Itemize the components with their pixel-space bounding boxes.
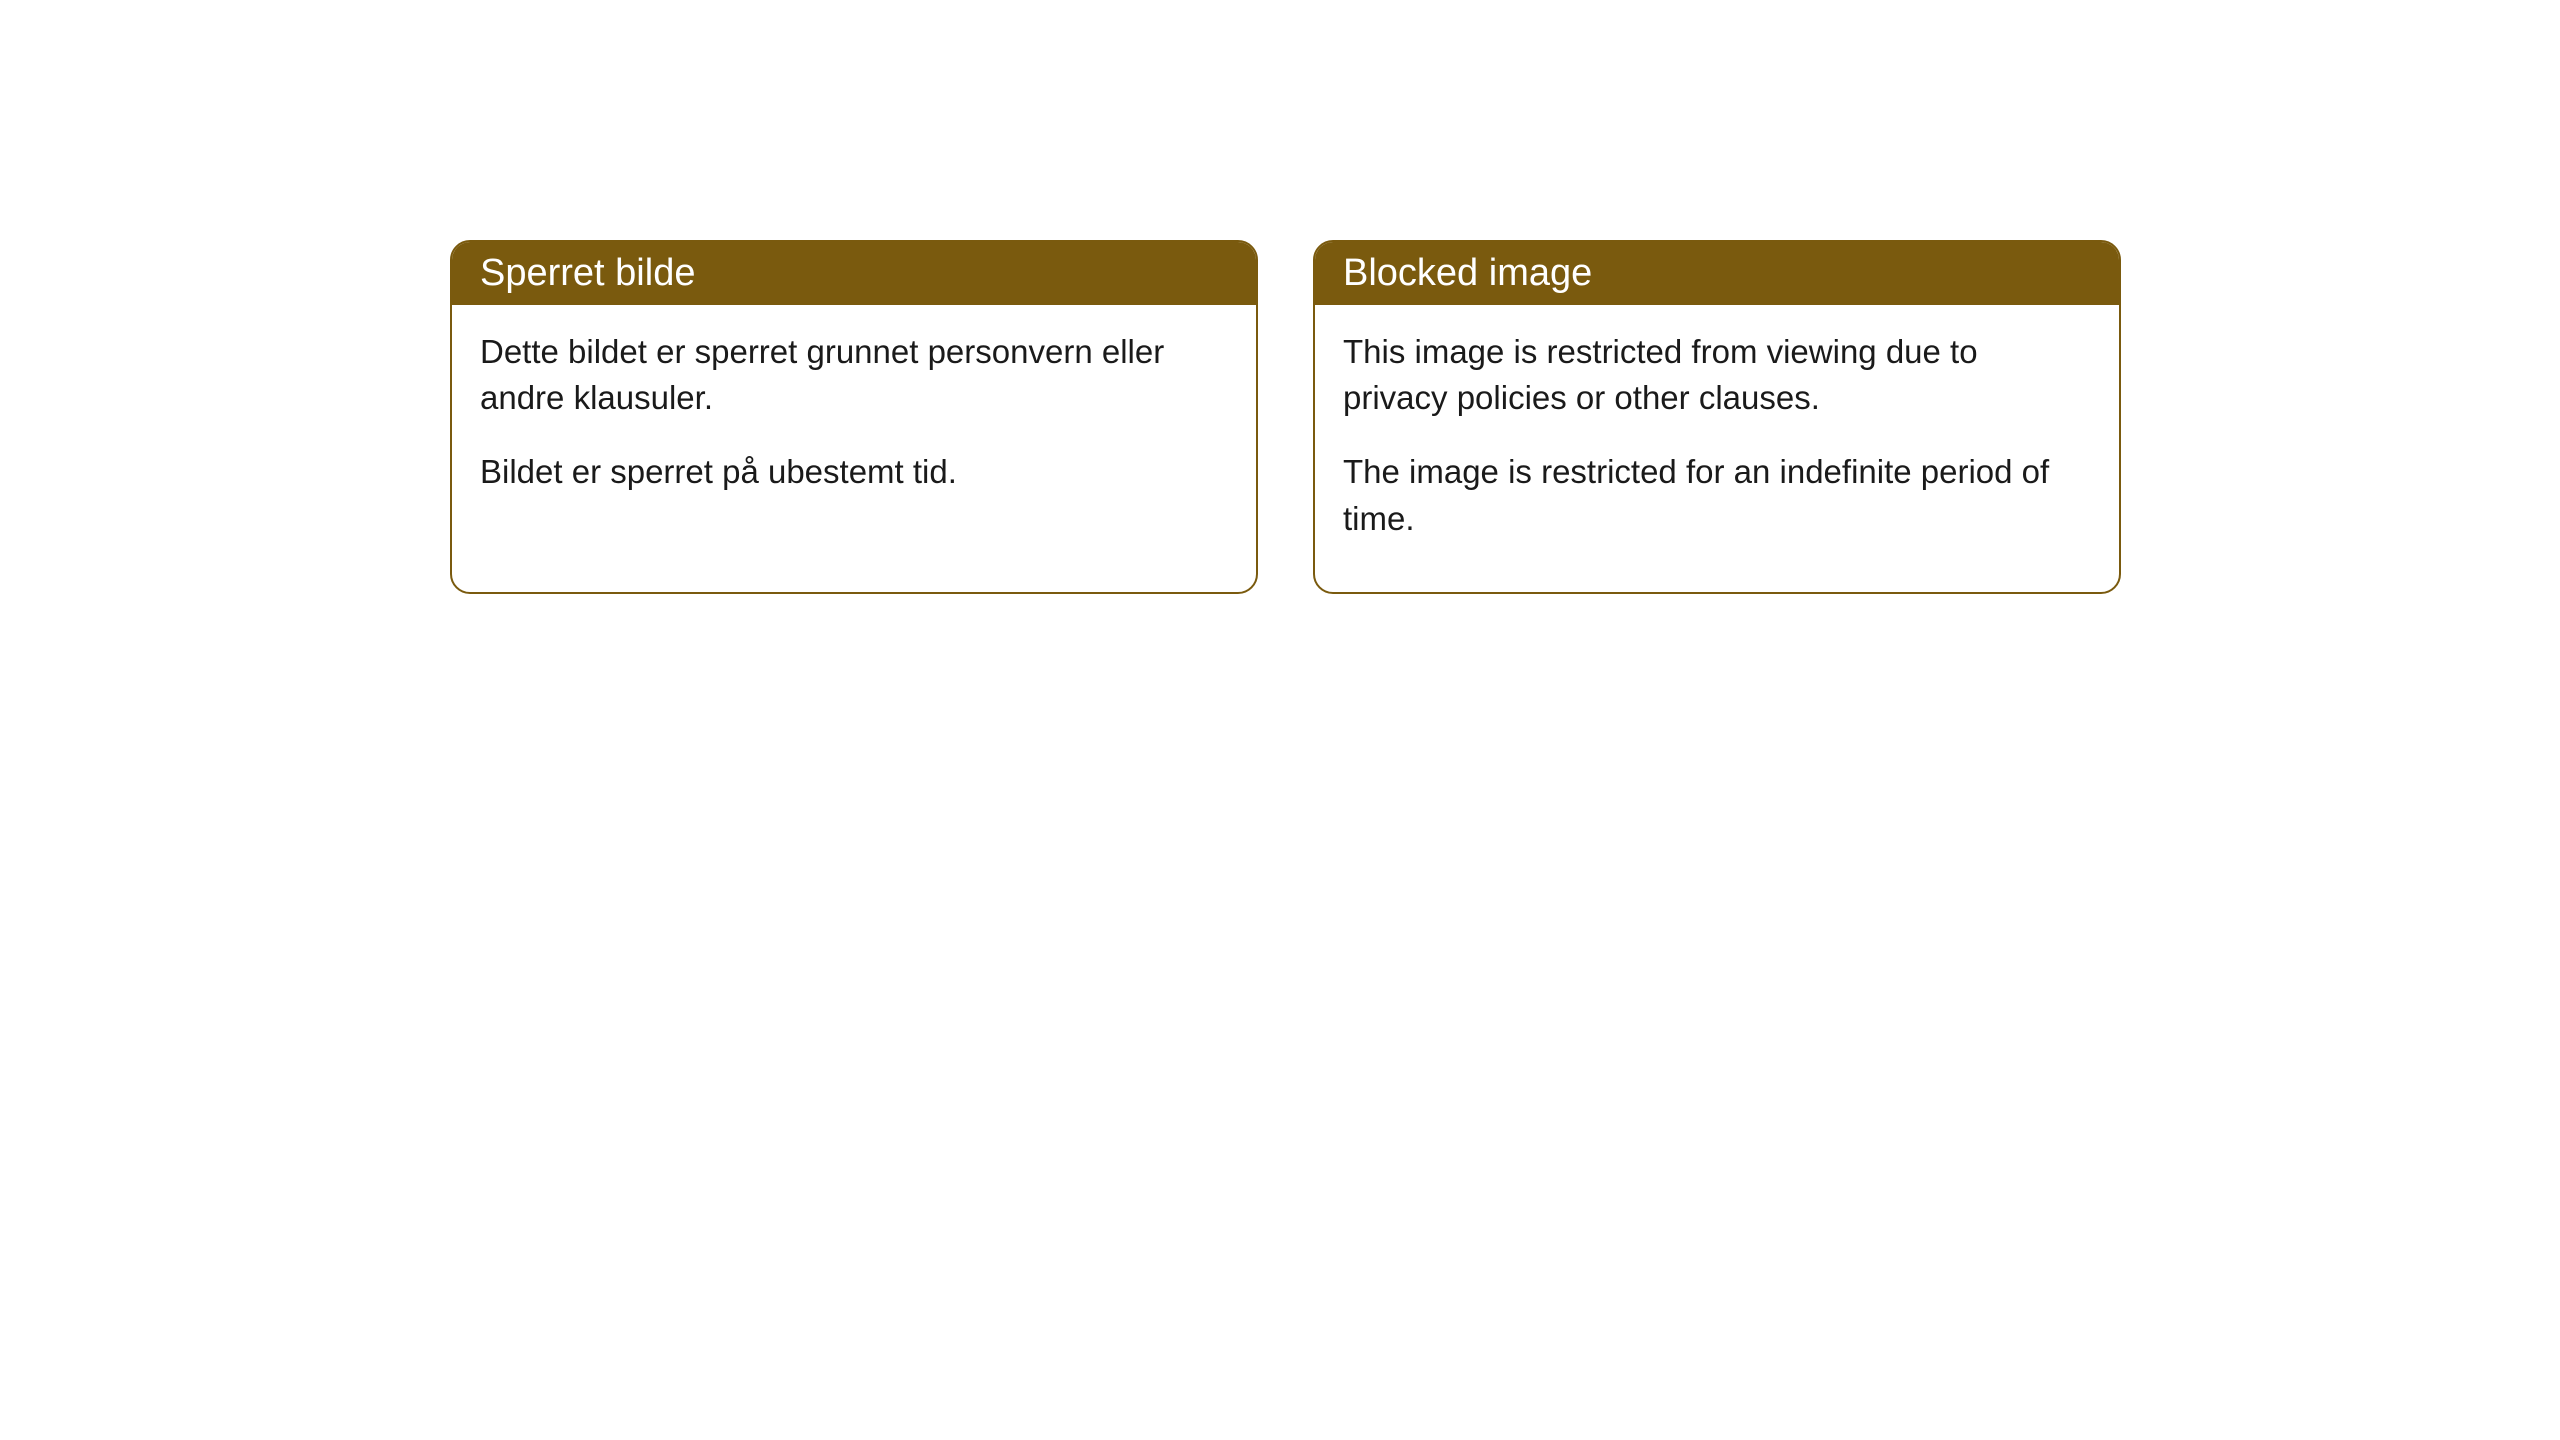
notice-body: Dette bildet er sperret grunnet personve… [452, 305, 1256, 546]
notice-card-english: Blocked image This image is restricted f… [1313, 240, 2121, 594]
notice-paragraph-1: This image is restricted from viewing du… [1343, 329, 2091, 421]
notice-paragraph-2: Bildet er sperret på ubestemt tid. [480, 449, 1228, 495]
notice-header: Blocked image [1315, 242, 2119, 305]
notice-title: Sperret bilde [480, 252, 695, 294]
notice-container: Sperret bilde Dette bildet er sperret gr… [450, 240, 2121, 594]
notice-paragraph-1: Dette bildet er sperret grunnet personve… [480, 329, 1228, 421]
notice-title: Blocked image [1343, 252, 1592, 294]
notice-header: Sperret bilde [452, 242, 1256, 305]
notice-paragraph-2: The image is restricted for an indefinit… [1343, 449, 2091, 541]
notice-card-norwegian: Sperret bilde Dette bildet er sperret gr… [450, 240, 1258, 594]
notice-body: This image is restricted from viewing du… [1315, 305, 2119, 592]
